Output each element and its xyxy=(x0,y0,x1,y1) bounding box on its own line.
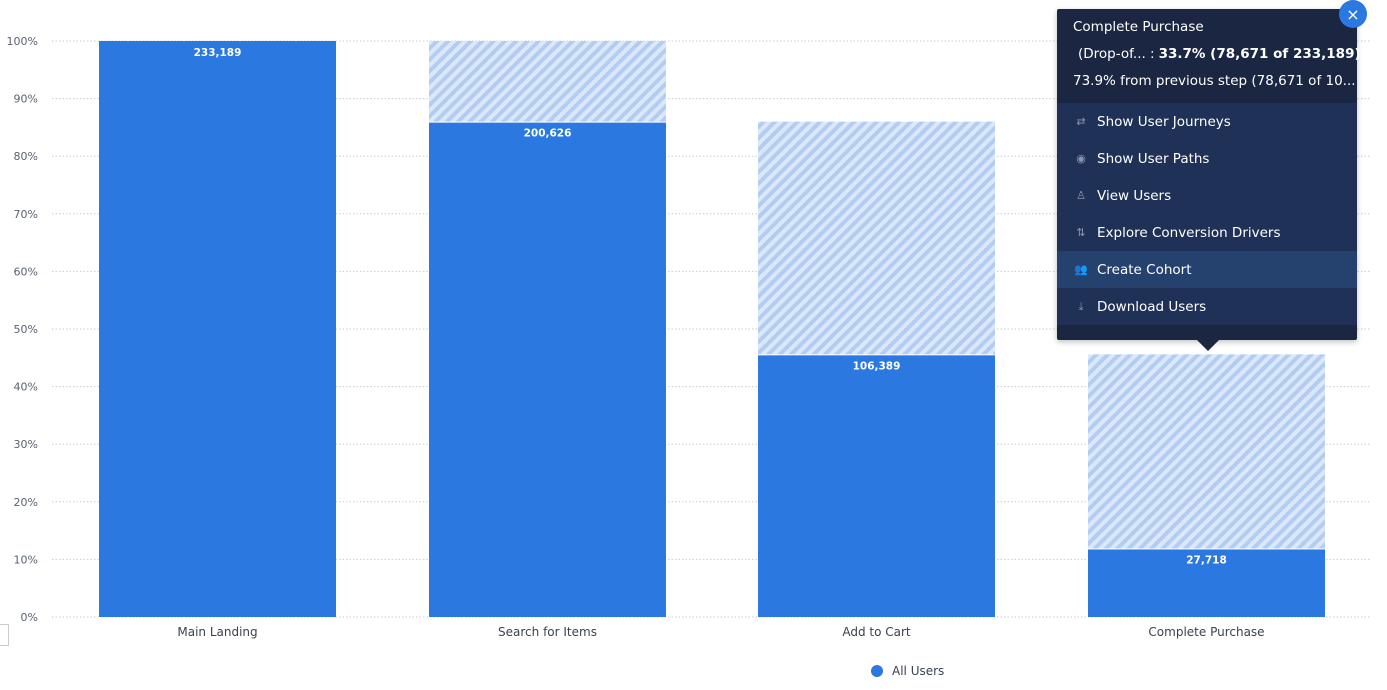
y-tick-label: 0% xyxy=(21,611,38,624)
menu-item-show-user-paths[interactable]: ◉ Show User Paths xyxy=(1057,140,1357,177)
menu-item-view-users[interactable]: ♙ View Users xyxy=(1057,177,1357,214)
menu-item-label: Show User Journeys xyxy=(1097,113,1231,130)
collapse-handle[interactable] xyxy=(0,624,9,646)
conversion-bar[interactable] xyxy=(429,122,666,617)
data-label: 200,626 xyxy=(524,128,572,140)
users-group-icon: 👥 xyxy=(1074,263,1088,276)
eye-icon: ◉ xyxy=(1076,152,1086,165)
y-tick-label: 80% xyxy=(14,150,38,163)
arrows-up-down-icon: ⇅ xyxy=(1076,226,1086,239)
legend-label: All Users xyxy=(892,664,945,678)
data-label: 233,189 xyxy=(194,47,242,59)
y-tick-label: 70% xyxy=(14,208,38,221)
download-icon: ⤓ xyxy=(1078,299,1084,313)
tooltip-series-label: (Drop-of... : xyxy=(1078,46,1155,62)
menu-item-label: Show User Paths xyxy=(1097,150,1210,167)
tooltip-menu: ⇄ Show User Journeys ◉ Show User Paths ♙ Vi… xyxy=(1057,103,1357,325)
legend[interactable]: All Users xyxy=(871,664,944,678)
menu-item-label: Explore Conversion Drivers xyxy=(1097,224,1281,241)
y-tick-label: 30% xyxy=(14,438,38,451)
y-tick-label: 20% xyxy=(14,496,38,509)
y-tick-label: 40% xyxy=(14,381,38,394)
journeys-icon: ⇄ xyxy=(1076,115,1086,128)
x-tick-label: Search for Items xyxy=(498,625,597,639)
menu-item-explore-conversion-drivers[interactable]: ⇅ Explore Conversion Drivers xyxy=(1057,214,1357,251)
tooltip-previous-step: 73.9% from previous step (78,671 of 10..… xyxy=(1073,73,1356,89)
dropoff-bar[interactable] xyxy=(758,121,995,355)
close-tooltip-button[interactable]: × xyxy=(1339,0,1367,28)
conversion-bar[interactable] xyxy=(99,41,336,617)
data-label: 27,718 xyxy=(1186,554,1227,566)
menu-item-label: Create Cohort xyxy=(1097,261,1192,278)
menu-item-label: View Users xyxy=(1097,187,1172,204)
tooltip-pointer xyxy=(1197,340,1219,351)
x-tick-label: Main Landing xyxy=(177,625,257,639)
conversion-bar[interactable] xyxy=(1088,549,1325,617)
close-icon: × xyxy=(1346,4,1360,24)
menu-item-download-users[interactable]: ⤓ Download Users xyxy=(1057,288,1357,325)
y-tick-label: 60% xyxy=(14,265,38,278)
menu-item-label: Download Users xyxy=(1097,298,1207,315)
user-icon: ♙ xyxy=(1076,189,1086,202)
bar-tooltip: Complete Purchase (Drop-of... : 33.7% (7… xyxy=(1057,9,1361,340)
menu-item-create-cohort[interactable]: 👥 Create Cohort xyxy=(1057,251,1357,288)
legend-swatch xyxy=(871,665,883,677)
conversion-bar[interactable] xyxy=(758,355,995,617)
y-tick-label: 50% xyxy=(14,323,38,336)
data-label: 106,389 xyxy=(853,360,901,372)
menu-item-show-user-journeys[interactable]: ⇄ Show User Journeys xyxy=(1057,103,1357,140)
y-tick-label: 100% xyxy=(7,35,38,48)
y-tick-label: 10% xyxy=(14,553,38,566)
dropoff-bar[interactable] xyxy=(1088,354,1325,549)
x-tick-label: Complete Purchase xyxy=(1148,625,1264,639)
y-tick-label: 90% xyxy=(14,93,38,106)
tooltip-series-value: 33.7% (78,671 of 233,189) xyxy=(1158,46,1361,62)
dropoff-bar[interactable] xyxy=(429,41,666,122)
x-tick-label: Add to Cart xyxy=(842,625,911,639)
tooltip-title: Complete Purchase xyxy=(1073,19,1204,35)
